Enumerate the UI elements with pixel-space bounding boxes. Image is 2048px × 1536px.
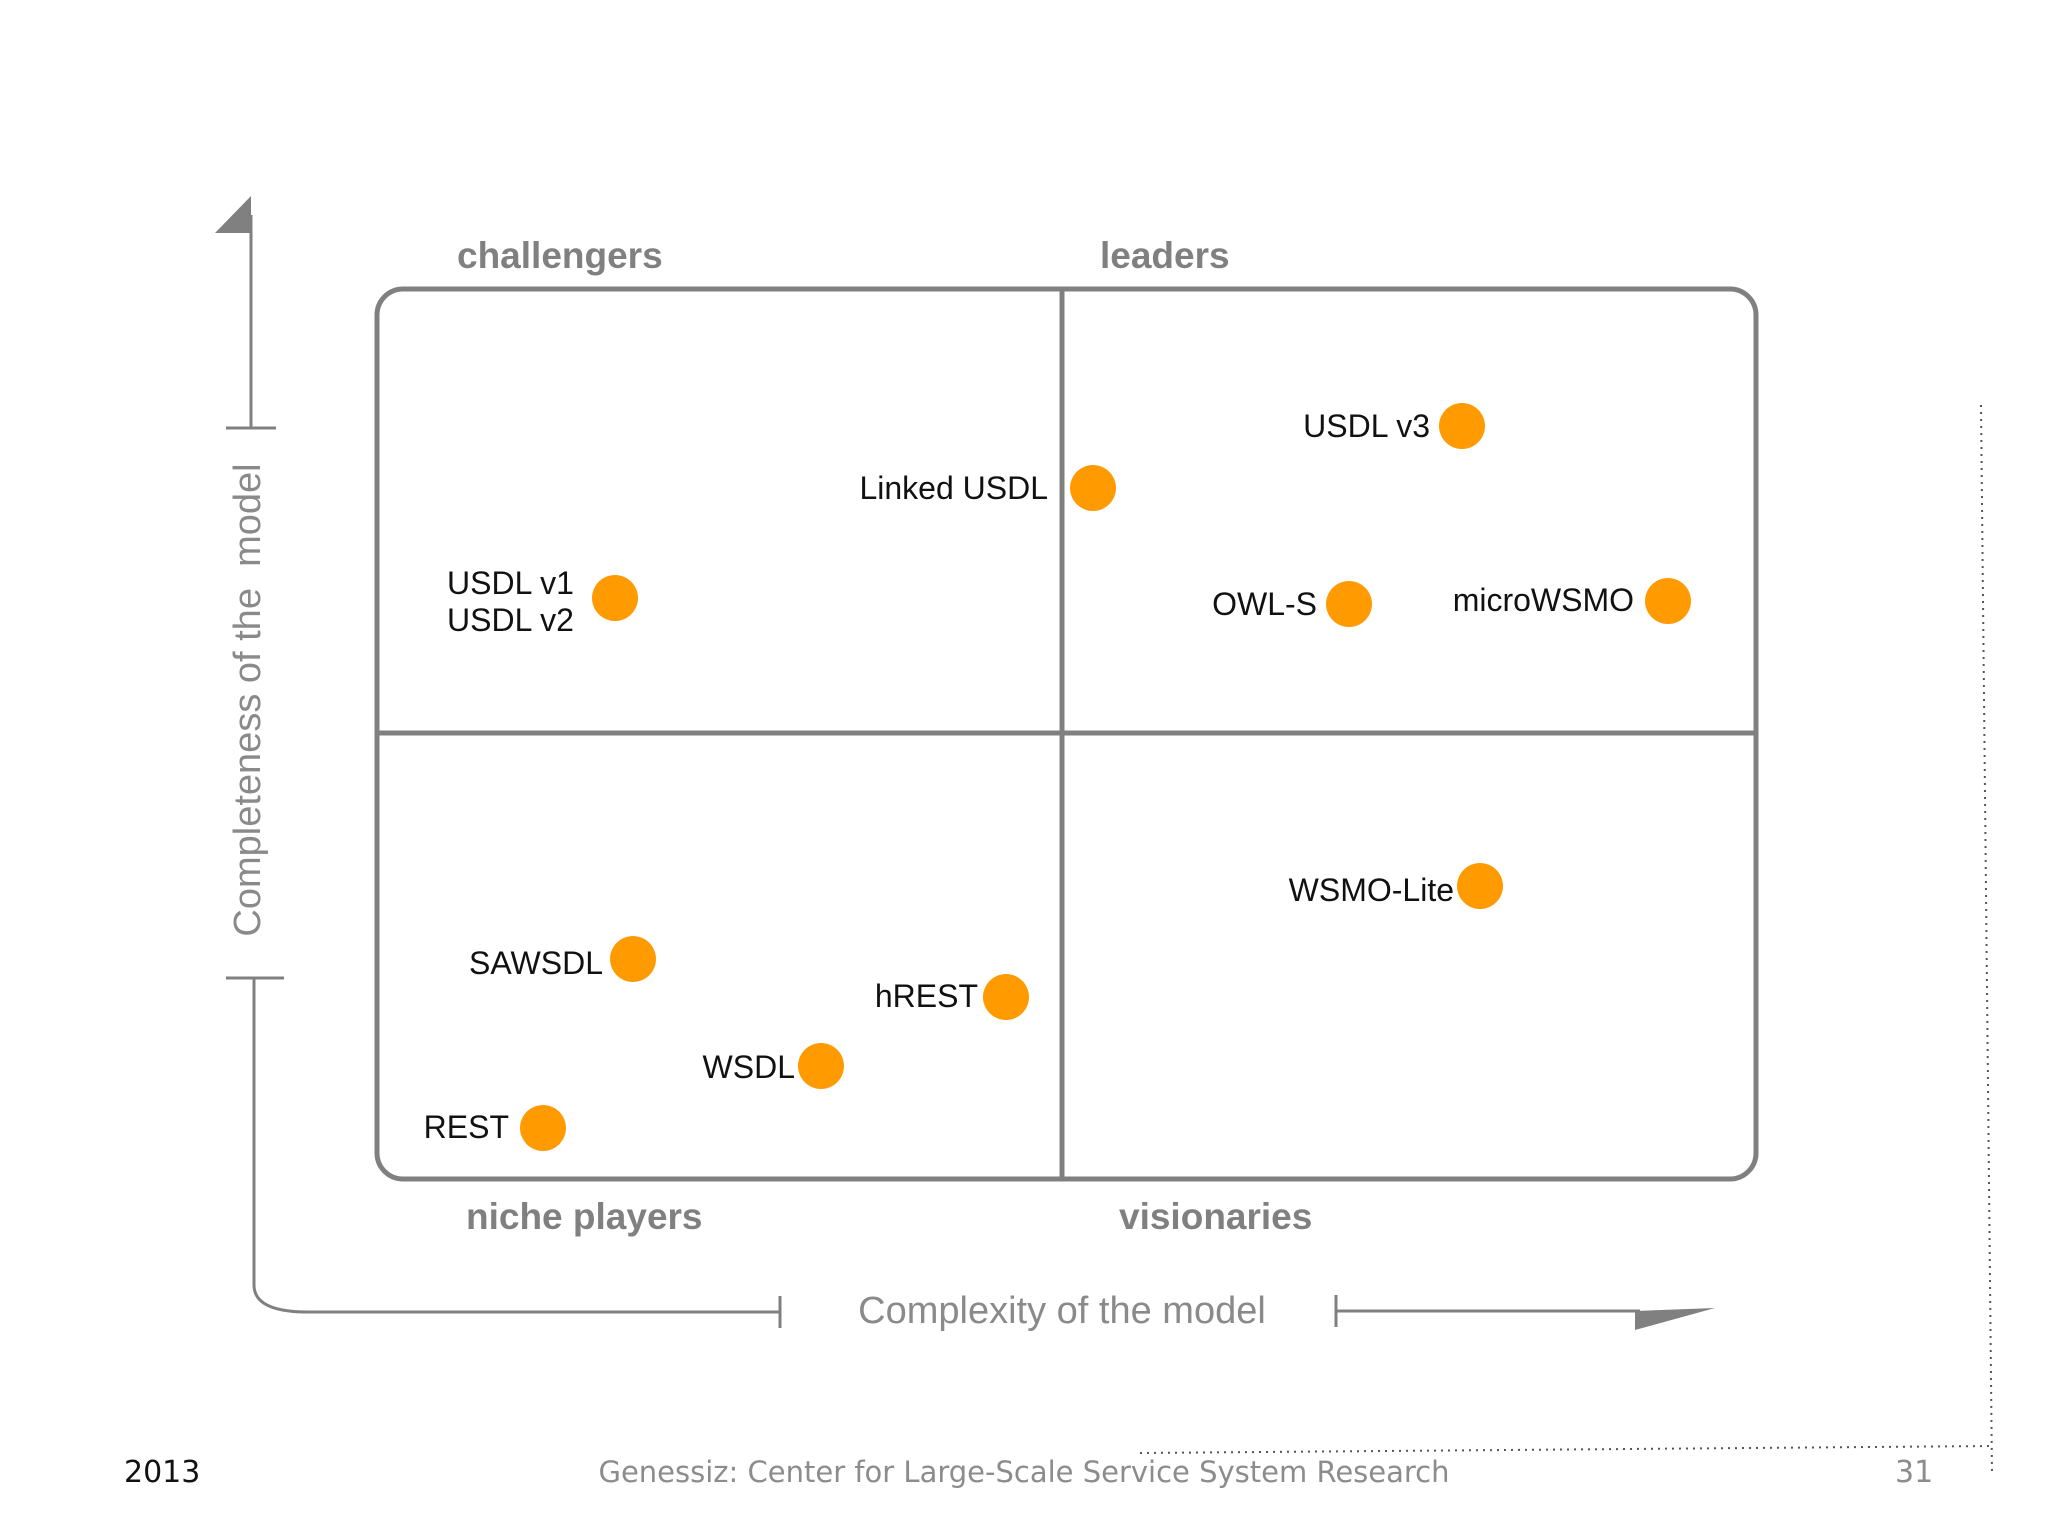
quadrant-label-niche-players: niche players	[466, 1196, 703, 1237]
point-dot	[1070, 465, 1116, 511]
x-axis-arrowhead	[1635, 1308, 1715, 1330]
point-dot	[520, 1105, 566, 1151]
point-dot	[983, 974, 1029, 1020]
footer-year: 2013	[124, 1455, 201, 1490]
x-axis-label: Complexity of the model	[858, 1290, 1266, 1332]
point-label: USDL v3	[1303, 408, 1430, 444]
dotted-guide-horizontal	[1139, 1445, 1993, 1454]
page-number: 31	[1895, 1455, 1934, 1490]
point-rest: REST	[424, 1105, 566, 1151]
point-label: REST	[424, 1109, 509, 1145]
point-dot	[1326, 581, 1372, 627]
point-dot	[592, 575, 638, 621]
point-label: Linked USDL	[859, 470, 1048, 506]
point-label: WSDL	[703, 1049, 795, 1085]
point-usdl-v3: USDL v3	[1303, 403, 1485, 449]
point-usdl-v1-v2: USDL v1 USDL v2	[447, 565, 638, 638]
point-wsdl: WSDL	[703, 1043, 844, 1089]
point-sawsdl: SAWSDL	[469, 936, 656, 982]
quadrant-label-leaders: leaders	[1100, 235, 1230, 276]
point-dot	[1439, 403, 1485, 449]
quadrant-label-challengers: challengers	[457, 235, 663, 276]
dotted-guide-vertical	[1980, 404, 1993, 1475]
point-label: SAWSDL	[469, 945, 603, 981]
y-axis	[226, 215, 782, 1328]
point-dot	[798, 1043, 844, 1089]
point-label: microWSMO	[1453, 582, 1634, 618]
point-dot	[610, 936, 656, 982]
point-microwsmo: microWSMO	[1453, 578, 1691, 624]
point-label: WSMO-Lite	[1289, 872, 1454, 908]
point-wsmo-lite: WSMO-Lite	[1289, 863, 1503, 909]
point-linked-usdl: Linked USDL	[859, 465, 1116, 511]
point-label-line-1: USDL v1	[447, 565, 574, 601]
point-label: OWL-S	[1212, 586, 1317, 622]
quadrant-label-visionaries: visionaries	[1119, 1196, 1312, 1237]
point-label: hREST	[875, 978, 978, 1014]
quadrant-frame	[374, 286, 1759, 1182]
x-axis	[1334, 1295, 1640, 1327]
point-label-line-2: USDL v2	[447, 602, 574, 638]
point-owl-s: OWL-S	[1212, 581, 1372, 627]
y-axis-arrowhead	[215, 196, 251, 233]
point-hrest: hREST	[875, 974, 1029, 1020]
point-dot	[1645, 578, 1691, 624]
y-axis-label: Completeness of the model	[227, 463, 269, 936]
point-dot	[1457, 863, 1503, 909]
y-axis-lower-line	[252, 978, 780, 1314]
footer-title: Genessiz: Center for Large-Scale Service…	[598, 1455, 1450, 1489]
dotted-guide	[1139, 404, 1993, 1475]
